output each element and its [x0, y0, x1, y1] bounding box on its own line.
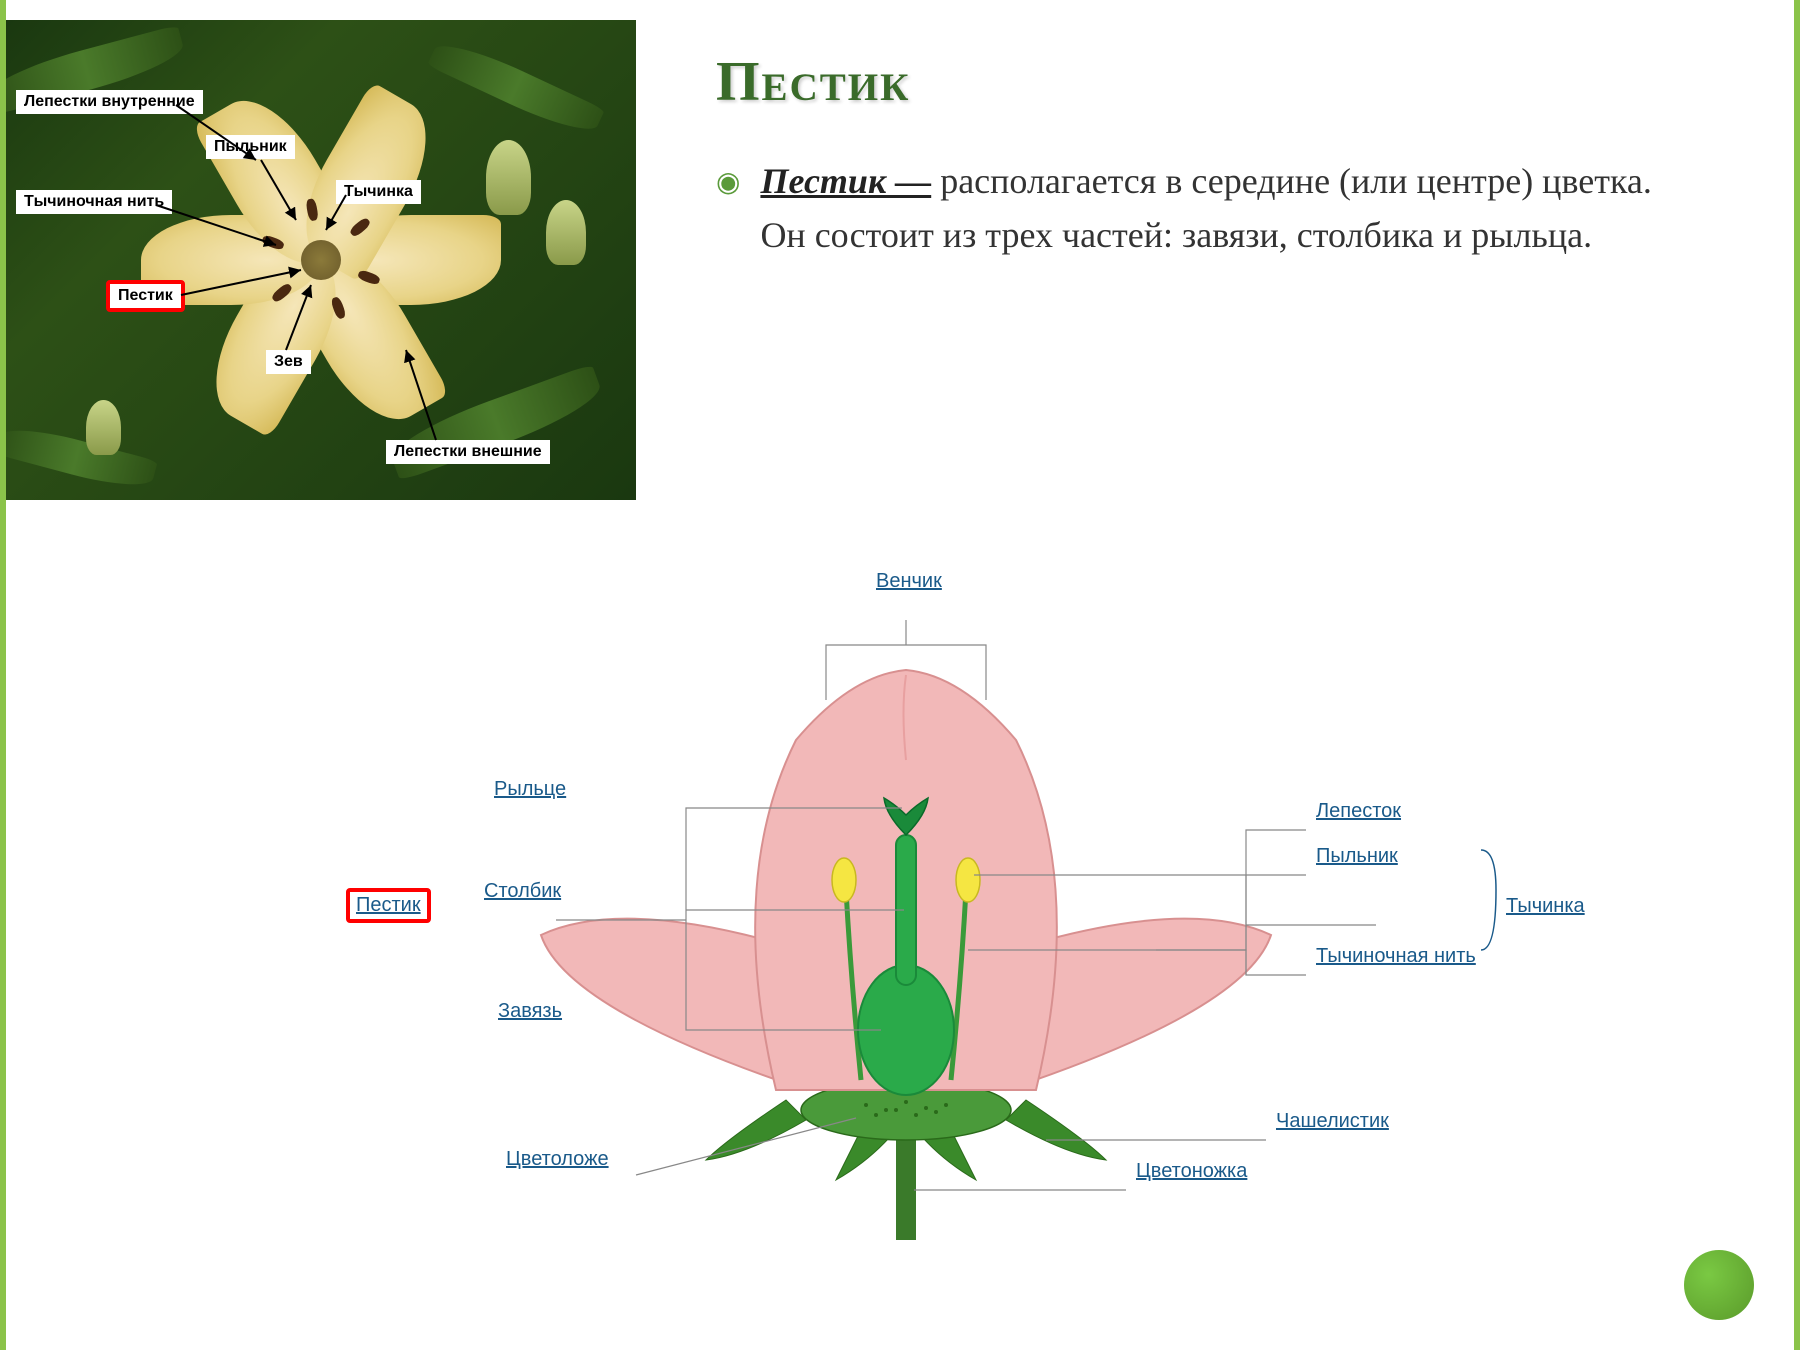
- photo-label-throat: Зев: [266, 350, 311, 374]
- diag-label-pistil: Пестик: [346, 888, 431, 923]
- diag-label-pedicel: Цветоножка: [1136, 1160, 1247, 1183]
- slide-title: Пестик: [716, 50, 1694, 114]
- photo-label-inner-petals: Лепестки внутренние: [16, 90, 203, 114]
- diag-label-receptacle: Цветоложе: [506, 1148, 609, 1171]
- photo-label-stamen: Тычинка: [336, 180, 421, 204]
- diag-label-filament: Тычиночная нить: [1316, 945, 1476, 968]
- diag-label-stamen: Тычинка: [1506, 895, 1585, 918]
- diag-label-sepal: Чашелистик: [1276, 1110, 1389, 1133]
- diag-label-stigma: Рыльце: [494, 778, 566, 801]
- diag-label-style: Столбик: [484, 880, 561, 903]
- definition-text: ◉ Пестик — располагается в середине (или…: [716, 154, 1694, 262]
- photo-label-pistil: Пестик: [106, 280, 185, 312]
- diag-label-corolla: Венчик: [876, 570, 942, 593]
- photo-label-filament: Тычиночная нить: [16, 190, 172, 214]
- definition-term: Пестик —: [760, 161, 931, 201]
- photo-label-outer-petals: Лепестки внешние: [386, 440, 550, 464]
- lily-photo-diagram: Лепестки внутренние Пыльник Тычиночная н…: [6, 20, 636, 500]
- decorative-dot-icon: [1684, 1250, 1754, 1320]
- diag-label-petal: Лепесток: [1316, 800, 1401, 823]
- diag-label-anther: Пыльник: [1316, 845, 1398, 868]
- bullet-icon: ◉: [716, 162, 740, 204]
- photo-label-anther: Пыльник: [206, 135, 295, 159]
- diag-label-ovary: Завязь: [498, 1000, 562, 1023]
- flower-anatomy-diagram: Венчик Рыльце Столбик Завязь Пестик Лепе…: [6, 560, 1800, 1260]
